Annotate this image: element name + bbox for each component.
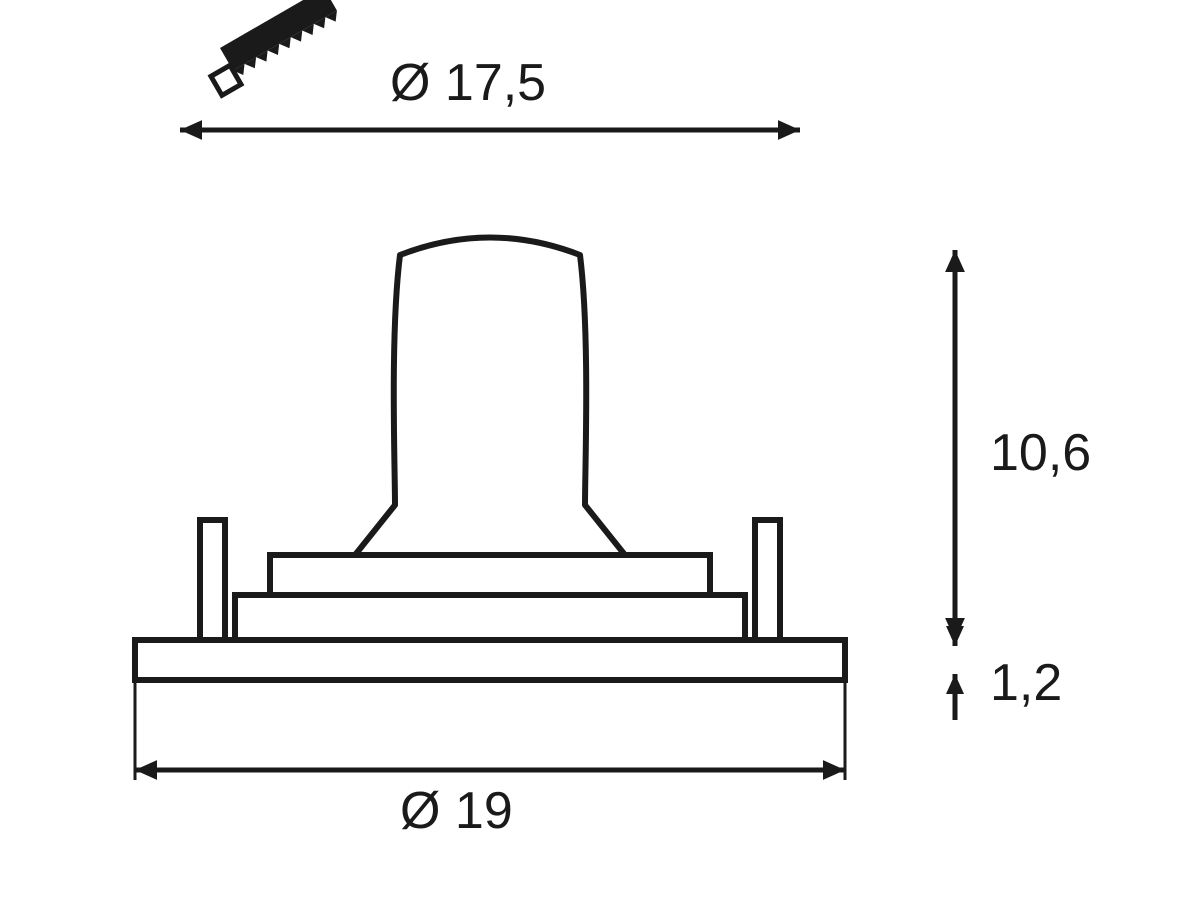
dimension-drawing: Ø 17,5 Ø 19 10,6 1,2 — [0, 0, 1200, 900]
fixture-outline — [135, 238, 845, 681]
saw-icon — [201, 0, 345, 95]
height-label: 10,6 — [990, 424, 1091, 482]
flange-thickness-label: 1,2 — [990, 654, 1062, 712]
cutout-diameter-label: Ø 17,5 — [390, 54, 546, 112]
outer-diameter-label: Ø 19 — [400, 782, 513, 840]
